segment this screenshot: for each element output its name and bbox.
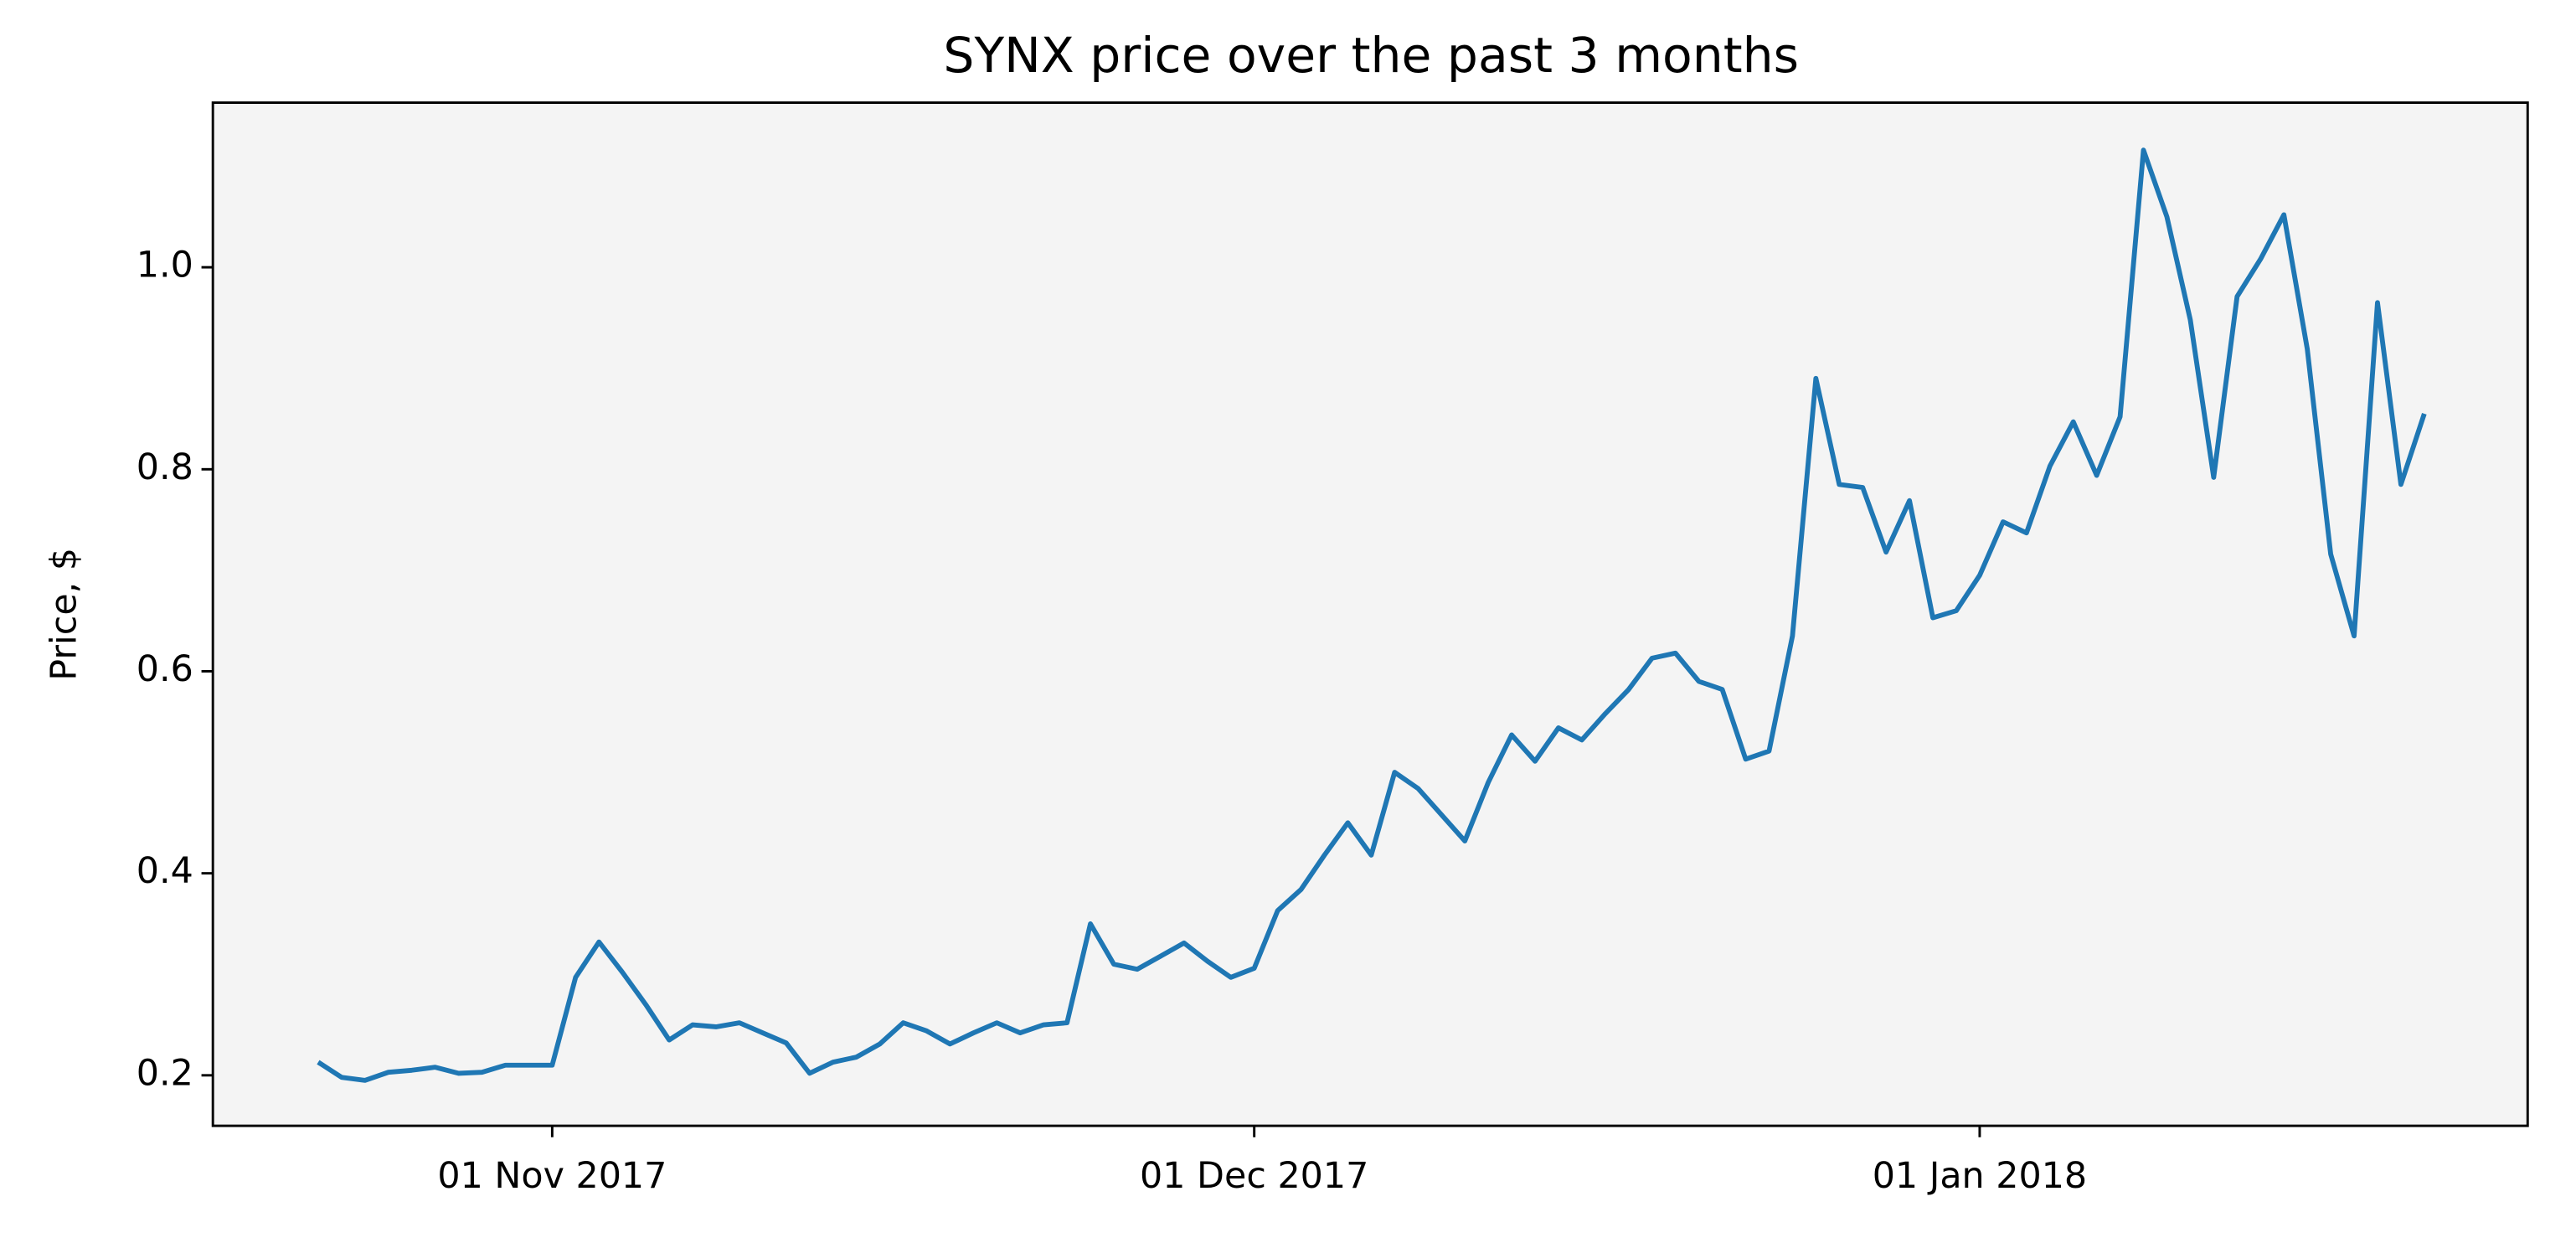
y-tick-label: 0.6	[137, 648, 193, 690]
plot-background	[213, 102, 2528, 1127]
plot-frame	[211, 101, 2529, 1127]
x-tick-label: 01 Dec 2017	[1140, 1155, 1368, 1197]
y-tick-label: 1.0	[137, 245, 193, 286]
x-tick-label: 01 Jan 2018	[1873, 1155, 2087, 1197]
chart-title: SYNX price over the past 3 months	[943, 27, 1799, 84]
y-axis-label: Price, $	[44, 548, 85, 681]
y-tick-label: 0.2	[137, 1052, 193, 1094]
y-tick-label: 0.8	[137, 446, 193, 488]
x-tick-label: 01 Nov 2017	[437, 1155, 667, 1197]
price-line	[317, 147, 2427, 1083]
y-tick-label: 0.4	[137, 850, 193, 892]
